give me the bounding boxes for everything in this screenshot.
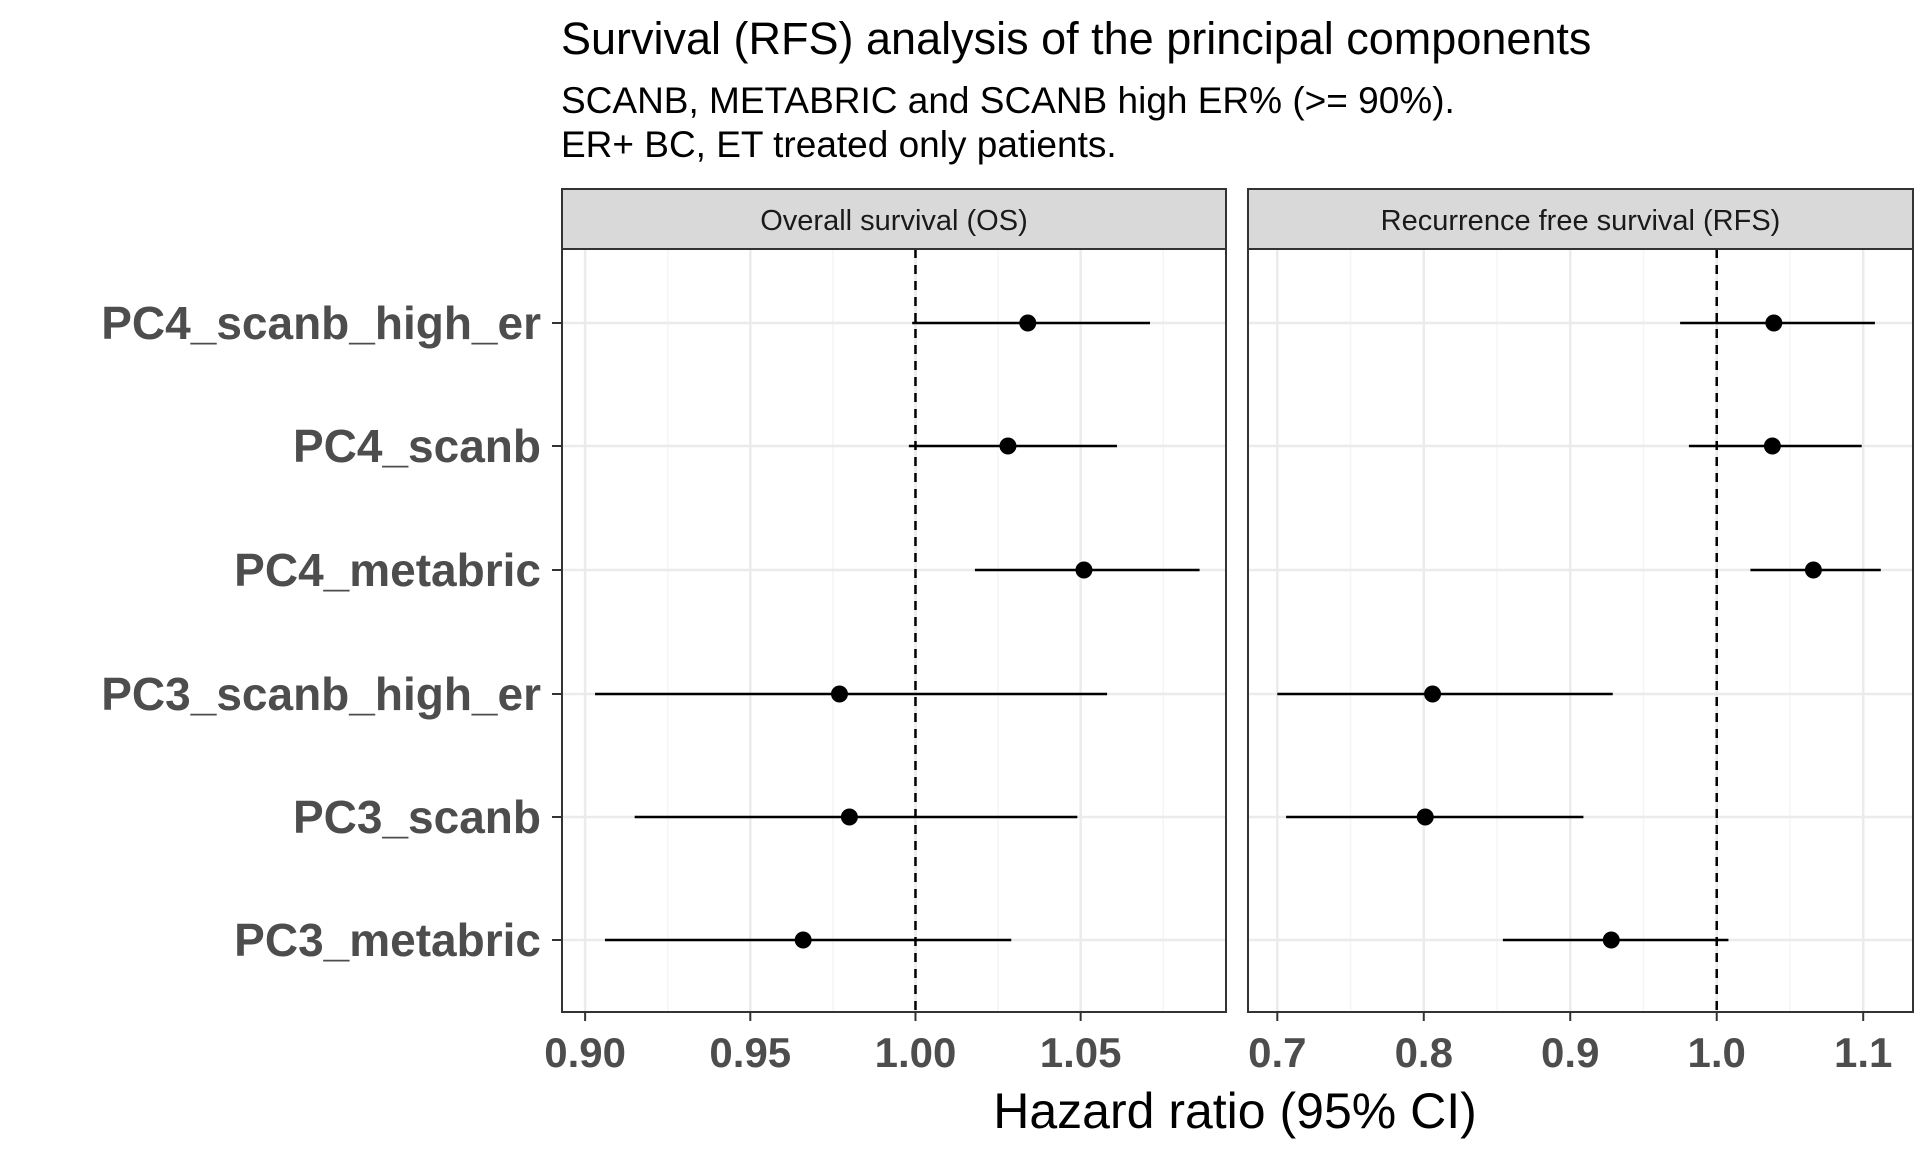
chart-subtitle-line-2: ER+ BC, ET treated only patients. xyxy=(561,124,1117,165)
y-tick-label: PC3_scanb xyxy=(293,791,541,843)
point-PC4_metabric xyxy=(1804,561,1822,579)
x-tick-label: 1.1 xyxy=(1834,1029,1892,1076)
x-tick-label: 1.0 xyxy=(1688,1029,1746,1076)
y-tick-label: PC4_scanb_high_er xyxy=(101,297,541,349)
point-PC4_scanb_high_er xyxy=(1019,314,1037,332)
panel-border xyxy=(1247,248,1914,1013)
point-PC4_scanb_high_er xyxy=(1765,314,1783,332)
y-tick-label: PC3_metabric xyxy=(234,914,541,966)
y-axis-labels: PC4_scanb_high_er PC4_scanb PC4_metabric PC… xyxy=(101,297,562,966)
point-PC4_metabric xyxy=(1075,561,1093,579)
panels-group: Overall survival (OS) 0.90 0.95 1.00 1.05 Rec… xyxy=(544,188,1914,1076)
strip-background xyxy=(561,188,1227,250)
panel-border xyxy=(561,248,1227,1013)
point-PC3_scanb_high_er xyxy=(1424,685,1442,703)
y-tick-label: PC4_scanb xyxy=(293,420,541,472)
x-tick-label: 0.95 xyxy=(709,1029,791,1076)
x-tick-label: 1.00 xyxy=(875,1029,957,1076)
y-tick-label: PC3_scanb_high_er xyxy=(101,668,541,720)
point-PC3_scanb xyxy=(1416,808,1434,826)
x-tick-label: 1.05 xyxy=(1040,1029,1122,1076)
panel-2: Recurrence free survival (RFS) 0.7 0.8 0.9 1… xyxy=(1247,188,1914,1076)
x-tick-label: 0.90 xyxy=(544,1029,626,1076)
point-PC4_scanb xyxy=(1763,437,1781,455)
point-PC4_scanb xyxy=(999,437,1017,455)
x-axis-label: Hazard ratio (95% CI) xyxy=(993,1083,1477,1139)
point-PC3_scanb_high_er xyxy=(830,685,848,703)
strip-label: Overall survival (OS) xyxy=(760,205,1028,237)
panel-1: Overall survival (OS) 0.90 0.95 1.00 1.05 xyxy=(544,188,1227,1076)
y-tick-label: PC4_metabric xyxy=(234,544,541,596)
chart-subtitle-line-1: SCANB, METABRIC and SCANB high ER% (>= 9… xyxy=(561,80,1455,121)
point-PC3_metabric xyxy=(1602,931,1620,949)
strip-background xyxy=(1247,188,1914,250)
point-PC3_scanb xyxy=(840,808,858,826)
strip-label: Recurrence free survival (RFS) xyxy=(1381,205,1781,237)
chart-title: Survival (RFS) analysis of the principal… xyxy=(561,13,1591,64)
x-tick-label: 0.9 xyxy=(1541,1029,1599,1076)
x-tick-label: 0.8 xyxy=(1395,1029,1453,1076)
x-tick-label: 0.7 xyxy=(1248,1029,1306,1076)
point-PC3_metabric xyxy=(794,931,812,949)
